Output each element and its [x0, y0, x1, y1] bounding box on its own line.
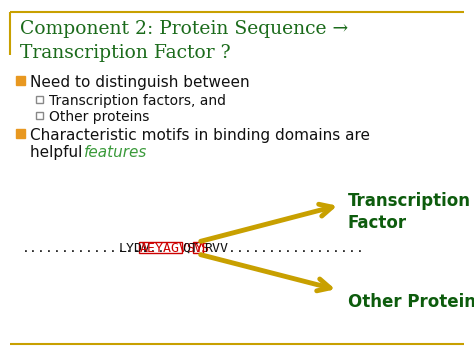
Text: features: features: [84, 145, 147, 160]
Bar: [36, 96, 43, 103]
Text: ..................: ..................: [22, 241, 166, 255]
Text: VS: VS: [193, 241, 209, 255]
Text: Other proteins: Other proteins: [49, 110, 149, 124]
Bar: [193, 242, 203, 253]
Bar: [36, 112, 43, 119]
Bar: [16, 76, 25, 85]
Text: Transcription factors, and: Transcription factors, and: [49, 94, 226, 108]
Text: QT: QT: [182, 241, 199, 255]
Text: AEYAGVSY: AEYAGVSY: [140, 241, 204, 255]
FancyArrowPatch shape: [201, 255, 330, 291]
Text: Transcription Factor ?: Transcription Factor ?: [20, 44, 231, 62]
Bar: [139, 242, 182, 253]
Text: Characteristic motifs in binding domains are: Characteristic motifs in binding domains…: [30, 128, 370, 143]
Text: RVV: RVV: [204, 241, 228, 255]
Text: Other Proteins: Other Proteins: [348, 293, 474, 311]
Text: Need to distinguish between: Need to distinguish between: [30, 75, 250, 90]
Text: .................: .................: [220, 241, 364, 255]
Text: Component 2: Protein Sequence →: Component 2: Protein Sequence →: [20, 20, 348, 38]
FancyArrowPatch shape: [201, 204, 332, 241]
Text: helpful: helpful: [30, 145, 87, 160]
Bar: [16, 129, 25, 138]
Text: LYDV: LYDV: [118, 241, 150, 255]
Text: Transcription
Factor: Transcription Factor: [348, 192, 471, 232]
